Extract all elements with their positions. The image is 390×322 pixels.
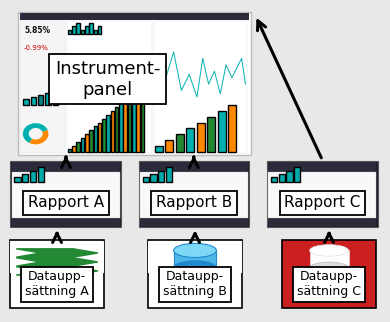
Polygon shape [16, 267, 98, 275]
Text: Rapport C: Rapport C [284, 195, 361, 210]
FancyBboxPatch shape [150, 174, 156, 182]
FancyBboxPatch shape [102, 119, 106, 152]
FancyBboxPatch shape [89, 23, 93, 34]
FancyBboxPatch shape [85, 26, 89, 34]
FancyBboxPatch shape [45, 93, 51, 105]
FancyBboxPatch shape [268, 172, 376, 218]
FancyBboxPatch shape [207, 117, 215, 152]
FancyBboxPatch shape [18, 12, 251, 155]
FancyBboxPatch shape [119, 103, 123, 152]
FancyBboxPatch shape [31, 97, 36, 105]
FancyBboxPatch shape [67, 21, 152, 153]
FancyBboxPatch shape [94, 126, 97, 152]
FancyBboxPatch shape [12, 172, 120, 218]
FancyBboxPatch shape [140, 162, 248, 171]
FancyBboxPatch shape [12, 162, 120, 171]
Ellipse shape [310, 245, 349, 256]
FancyBboxPatch shape [76, 23, 80, 34]
FancyBboxPatch shape [186, 128, 194, 152]
FancyBboxPatch shape [140, 172, 248, 218]
FancyBboxPatch shape [176, 134, 184, 152]
Text: Dataupp-
sättning C: Dataupp- sättning C [297, 270, 361, 298]
Wedge shape [29, 130, 48, 144]
FancyBboxPatch shape [268, 219, 376, 226]
FancyBboxPatch shape [310, 251, 349, 268]
Text: -0.99%: -0.99% [24, 45, 49, 52]
FancyBboxPatch shape [106, 115, 110, 152]
FancyBboxPatch shape [166, 167, 172, 182]
FancyBboxPatch shape [30, 171, 36, 182]
FancyBboxPatch shape [68, 30, 71, 34]
Text: Rapport B: Rapport B [156, 195, 232, 210]
FancyBboxPatch shape [124, 99, 127, 152]
Text: Dataupp-
sättning A: Dataupp- sättning A [25, 270, 89, 298]
FancyBboxPatch shape [11, 161, 121, 227]
FancyBboxPatch shape [132, 92, 136, 152]
FancyBboxPatch shape [165, 140, 173, 152]
FancyBboxPatch shape [111, 111, 114, 152]
FancyBboxPatch shape [81, 30, 84, 34]
FancyBboxPatch shape [136, 88, 140, 152]
FancyBboxPatch shape [128, 96, 131, 152]
FancyBboxPatch shape [271, 177, 277, 182]
FancyBboxPatch shape [53, 91, 58, 105]
FancyBboxPatch shape [174, 251, 216, 268]
Ellipse shape [310, 262, 349, 274]
FancyBboxPatch shape [23, 99, 29, 105]
FancyBboxPatch shape [140, 219, 248, 226]
FancyBboxPatch shape [140, 84, 144, 152]
FancyBboxPatch shape [148, 241, 242, 273]
FancyBboxPatch shape [278, 174, 285, 182]
FancyBboxPatch shape [20, 13, 250, 20]
FancyBboxPatch shape [89, 130, 93, 152]
FancyBboxPatch shape [154, 21, 248, 153]
FancyBboxPatch shape [38, 95, 43, 105]
FancyBboxPatch shape [72, 26, 76, 34]
Wedge shape [23, 123, 48, 143]
FancyBboxPatch shape [14, 177, 21, 182]
Text: 5.85%: 5.85% [24, 26, 50, 35]
FancyBboxPatch shape [72, 146, 76, 152]
Ellipse shape [174, 243, 216, 258]
FancyBboxPatch shape [158, 171, 164, 182]
Text: Rapport A: Rapport A [28, 195, 104, 210]
FancyBboxPatch shape [81, 138, 84, 152]
Polygon shape [16, 258, 98, 266]
FancyBboxPatch shape [94, 30, 97, 34]
FancyBboxPatch shape [85, 134, 89, 152]
FancyBboxPatch shape [37, 167, 44, 182]
FancyBboxPatch shape [148, 240, 242, 308]
FancyBboxPatch shape [142, 177, 149, 182]
FancyBboxPatch shape [286, 171, 292, 182]
FancyBboxPatch shape [218, 111, 226, 152]
FancyBboxPatch shape [98, 26, 101, 34]
FancyBboxPatch shape [115, 107, 119, 152]
FancyBboxPatch shape [229, 105, 236, 152]
FancyBboxPatch shape [282, 240, 376, 308]
FancyBboxPatch shape [268, 162, 376, 171]
FancyBboxPatch shape [98, 123, 101, 152]
Ellipse shape [174, 261, 216, 275]
FancyBboxPatch shape [197, 123, 205, 152]
FancyBboxPatch shape [20, 21, 65, 153]
FancyBboxPatch shape [68, 149, 71, 152]
Text: Dataupp-
sättning B: Dataupp- sättning B [163, 270, 227, 298]
FancyBboxPatch shape [76, 142, 80, 152]
FancyBboxPatch shape [139, 161, 250, 227]
FancyBboxPatch shape [155, 146, 163, 152]
FancyBboxPatch shape [294, 167, 300, 182]
FancyBboxPatch shape [11, 241, 104, 273]
FancyBboxPatch shape [12, 219, 120, 226]
FancyBboxPatch shape [11, 240, 104, 308]
FancyBboxPatch shape [267, 161, 378, 227]
Polygon shape [16, 249, 98, 257]
Text: Instrument-
panel: Instrument- panel [55, 60, 160, 99]
FancyBboxPatch shape [22, 174, 28, 182]
